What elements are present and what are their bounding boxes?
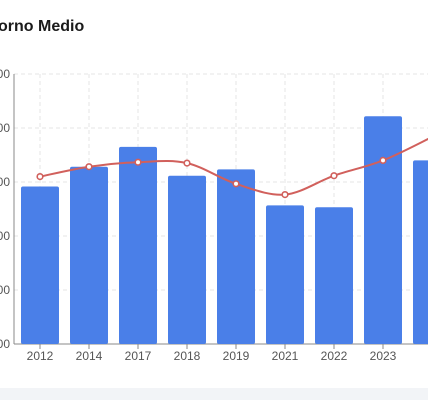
x-tick-label: 2021 (272, 349, 299, 363)
line-point (232, 180, 240, 188)
x-tick-label: 2017 (125, 349, 152, 363)
y-tick-label: 00 (0, 229, 10, 243)
y-tick-label: 00 (0, 175, 10, 189)
bar (266, 205, 304, 344)
line-point (36, 173, 44, 181)
x-tick-label: 2012 (27, 349, 54, 363)
line-point (379, 156, 387, 164)
y-tick-label: 00 (0, 337, 10, 351)
x-tick-label: 2014 (76, 349, 103, 363)
y-tick-label: 00 (0, 283, 10, 297)
bottom-strip (0, 388, 428, 400)
bar (119, 146, 157, 344)
x-tick-label: 2019 (223, 349, 250, 363)
bar (364, 116, 402, 344)
bar (217, 169, 255, 344)
y-tick-label: 00 (0, 121, 10, 135)
line-point (330, 172, 338, 180)
bar (413, 160, 428, 344)
bar (168, 175, 206, 344)
line-point (85, 163, 93, 171)
bar (70, 166, 108, 344)
line-point (281, 191, 289, 199)
x-tick-label: 2023 (370, 349, 397, 363)
line-point (183, 159, 191, 167)
chart-title: orno Medio (0, 18, 85, 35)
bar (315, 207, 353, 344)
x-tick-label: 2018 (174, 349, 201, 363)
y-tick-label: 00 (0, 67, 10, 81)
line-point (134, 158, 142, 166)
bar (21, 186, 59, 344)
x-tick-label: 2022 (321, 349, 348, 363)
